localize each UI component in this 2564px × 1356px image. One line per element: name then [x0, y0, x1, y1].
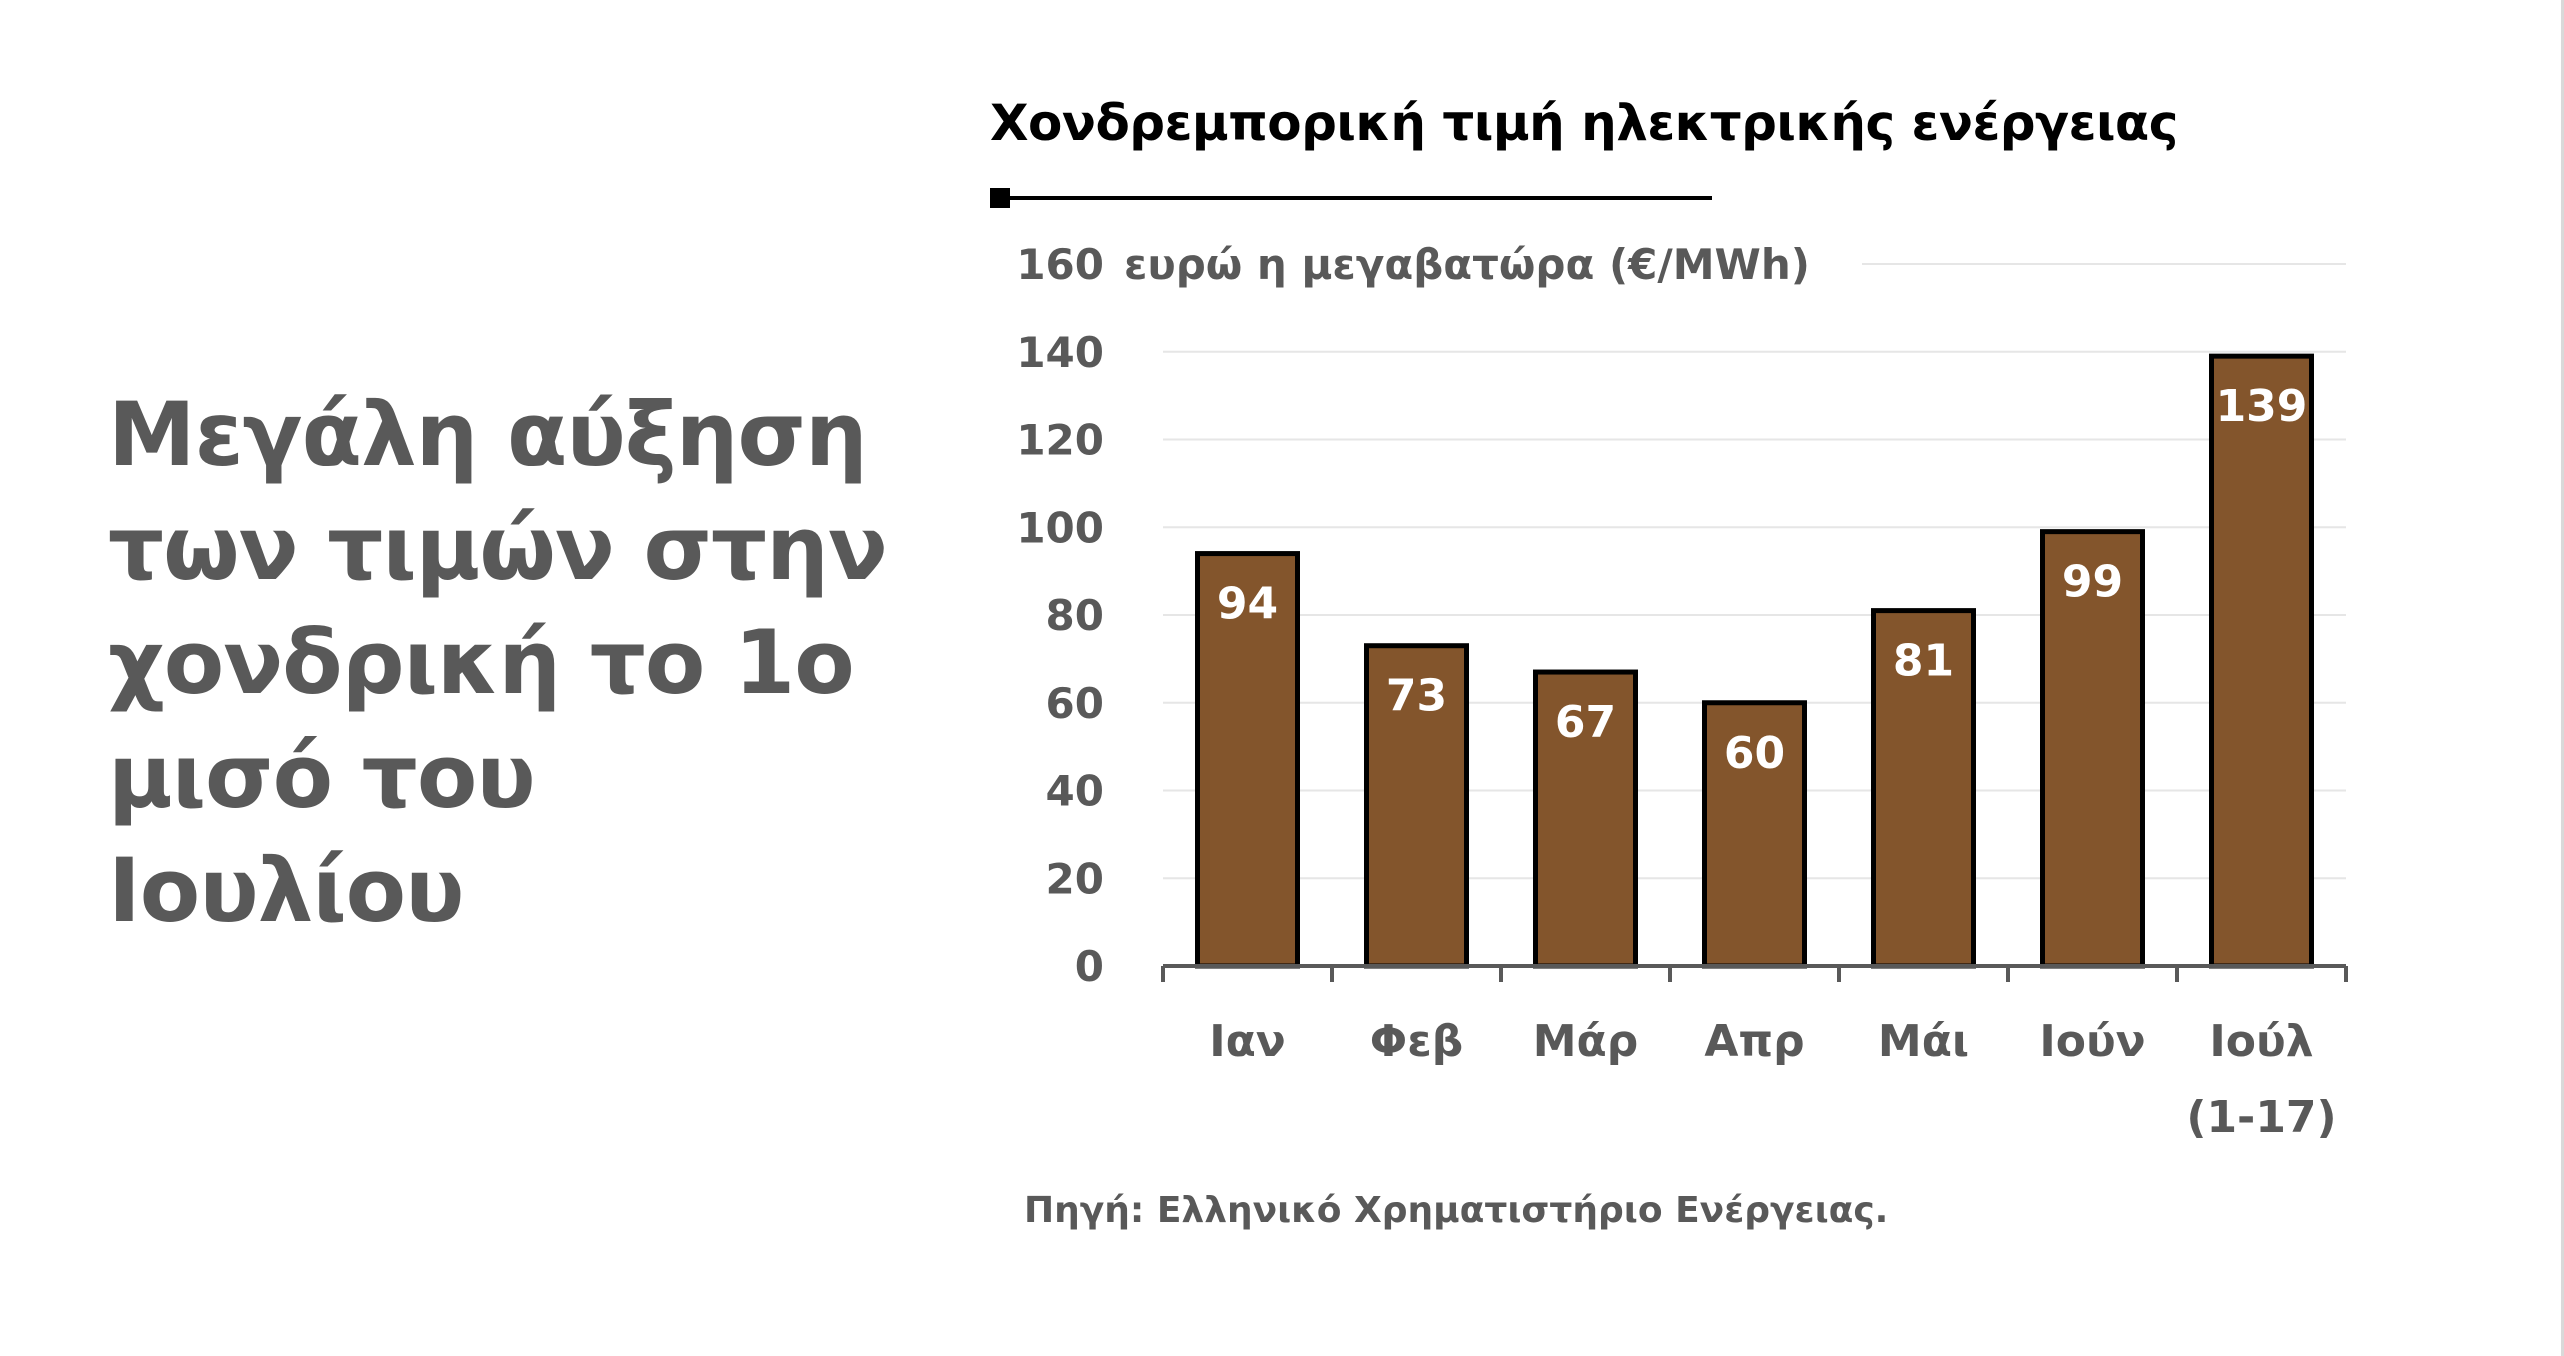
source-note: Πηγή: Ελληνικό Χρηματιστήριο Ενέργειας. [1024, 1190, 1889, 1231]
y-tick-label: 140 [1016, 328, 1104, 377]
x-axis-labels: Ιαν Φεβ Μάρ Απρ Μάι Ιούν Ιούλ (1-17) [1209, 1016, 2336, 1143]
y-tick-label: 100 [1016, 503, 1104, 552]
x-tick-label: Απρ [1704, 1016, 1804, 1067]
data-label: 60 [1724, 728, 1785, 779]
data-label: 81 [1893, 636, 1954, 687]
x-tick-label: Ιαν [1209, 1016, 1286, 1067]
y-tick-label: 0 [1075, 942, 1104, 991]
x-tick-label: Ιούλ [2209, 1016, 2313, 1067]
headline: Μεγάλη αύξηση των τιμών στην χονδρική το… [108, 378, 908, 948]
headline-line: Ιουλίου [108, 839, 464, 942]
y-tick-label: 160 [1016, 240, 1104, 289]
data-label: 67 [1555, 697, 1616, 748]
title-rule [990, 196, 1712, 200]
data-label: 99 [2062, 557, 2123, 608]
headline-line: μισό του [108, 725, 536, 828]
x-tick-label: Ιούν [2039, 1016, 2145, 1067]
bar [2209, 353, 2314, 969]
y-axis-label: ευρώ η μεγαβατώρα (€/MWh) [1124, 240, 1810, 289]
headline-line: των τιμών στην [108, 497, 888, 600]
data-label: 94 [1217, 579, 1278, 630]
bar [1871, 608, 1976, 969]
data-label: 139 [2216, 381, 2308, 432]
slide-edge [2561, 0, 2564, 1356]
x-tick-label: Φεβ [1370, 1016, 1463, 1067]
y-tick-label: 20 [1046, 854, 1104, 903]
bars [1195, 353, 2314, 969]
bar [1702, 700, 1807, 969]
bar [1533, 669, 1638, 969]
data-label: 73 [1386, 671, 1447, 722]
bar [1364, 643, 1469, 969]
x-tick-label: Μάι [1878, 1016, 1969, 1067]
y-tick-label: 120 [1016, 416, 1104, 465]
data-labels: 94 73 67 60 81 99 139 [1217, 381, 2308, 779]
y-tick-label: 60 [1046, 679, 1104, 728]
bar [2040, 529, 2145, 969]
headline-line: χονδρική το 1ο [108, 611, 855, 714]
headline-line: Μεγάλη αύξηση [108, 383, 868, 486]
x-tick-label: (1-17) [2186, 1092, 2336, 1143]
x-axis [1161, 964, 2348, 982]
y-tick-label: 80 [1046, 591, 1104, 640]
y-tick-label: 40 [1046, 767, 1104, 816]
chart-title: Χονδρεμπορική τιμή ηλεκτρικής ενέργειας [990, 94, 2178, 152]
y-axis-ticks: 0 20 40 60 80 100 120 140 160 [1016, 240, 1104, 991]
bar [1195, 551, 1300, 969]
x-tick-label: Μάρ [1533, 1016, 1639, 1067]
